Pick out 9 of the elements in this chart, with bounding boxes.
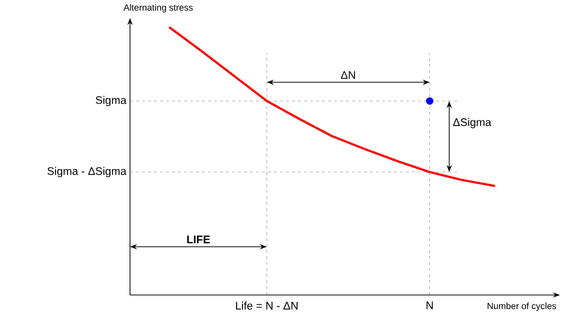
y-axis-title: Alternating stress [124,4,193,12]
annotation: ΔN [340,71,356,79]
annotation: LIFE [187,236,210,244]
annotation: ΔSigma [453,118,492,128]
x-tick-label: Life = N - ΔN [236,302,298,310]
ref-line-label: Sigma - ΔSigma [47,166,126,178]
x-tick-label: N [426,302,433,310]
x-axis-title: Number of cycles [488,302,556,311]
ref-line-label: Sigma [96,96,126,106]
